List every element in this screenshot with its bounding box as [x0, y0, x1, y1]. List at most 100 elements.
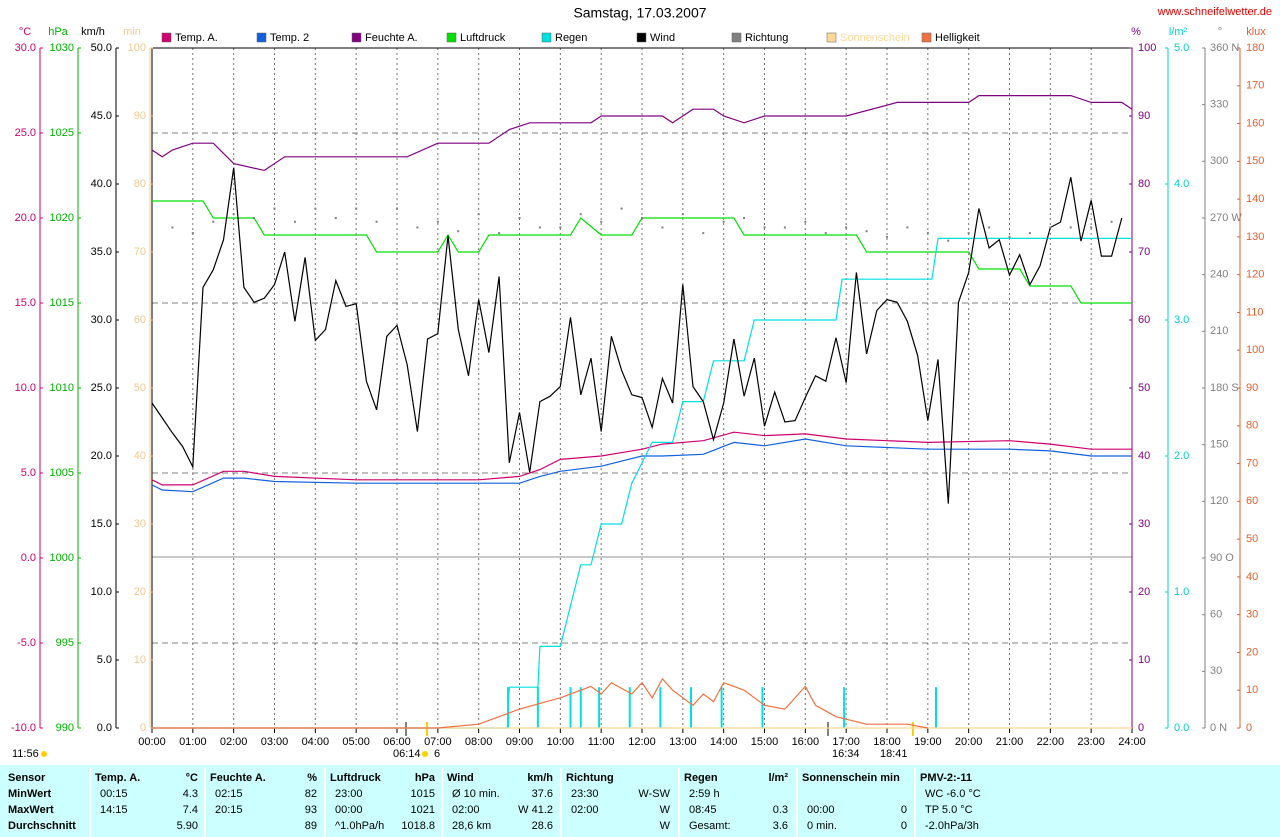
y-tick-label: 0 N [1210, 722, 1227, 734]
direction-dot [518, 217, 521, 219]
y-tick-label: 5.0 [1174, 42, 1189, 54]
table-cell: 02:00 [452, 804, 480, 816]
annotation: 06:14 [393, 748, 421, 760]
y-tick-label: 100 [1138, 42, 1156, 54]
y-tick-label: 10.0 [91, 586, 112, 598]
y-tick-label: 130 [1246, 231, 1264, 243]
direction-dot [824, 232, 827, 235]
table-cell: 37.6 [532, 788, 553, 800]
y-tick-label: 60 [134, 314, 146, 326]
rain-bar [659, 687, 662, 728]
y-tick-label: 15.0 [15, 297, 36, 309]
x-tick-label: 13:00 [669, 736, 697, 748]
rain-bar [935, 687, 937, 728]
y-tick-label: 0.0 [21, 552, 36, 564]
direction-dot [641, 217, 643, 219]
y-tick-label: 1030 [50, 42, 74, 54]
legend-swatch [446, 32, 457, 43]
rain-bar [720, 687, 723, 728]
table-cell: W [660, 820, 671, 832]
y-tick-label: -10.0 [11, 722, 36, 734]
rain-bar [598, 687, 601, 728]
x-tick-label: 14:00 [710, 736, 738, 748]
x-tick-label: 15:00 [751, 736, 779, 748]
series-line [152, 677, 928, 729]
y-tick-label: 70 [1246, 457, 1258, 469]
legend-swatch [921, 32, 932, 43]
y-tick-label: 50 [134, 382, 146, 394]
y-tick-label: 110 [1246, 306, 1264, 318]
rain-bar [569, 687, 572, 728]
direction-dot [191, 232, 194, 235]
y-tick-label: 25.0 [15, 127, 36, 139]
x-tick-label: 20:00 [955, 736, 983, 748]
rain-bar [579, 687, 582, 728]
annotation: 18:41 [880, 748, 908, 760]
x-tick-label: 22:00 [1037, 736, 1065, 748]
y-tick-label: 20.0 [91, 450, 112, 462]
direction-dot [355, 207, 358, 210]
direction-dot [375, 220, 378, 223]
direction-dot [436, 220, 439, 223]
sun-icon [422, 751, 428, 757]
table-cell: 28,6 km [452, 820, 491, 832]
y-tick-label: 5.0 [21, 467, 36, 479]
table-cell: 14:15 [100, 804, 128, 816]
table-unit: % [307, 772, 317, 784]
direction-dot [763, 226, 766, 229]
direction-dot [477, 213, 480, 216]
y-axis-title: hPa [48, 26, 68, 38]
legend-label: Wind [650, 32, 675, 44]
table-cell: 02:00 [571, 804, 599, 816]
y-tick-label: 50 [1138, 382, 1150, 394]
table-header: Temp. A. [95, 772, 140, 784]
table-header: PMV-2:-11 [920, 772, 972, 784]
x-tick-label: 08:00 [465, 736, 493, 748]
legend-label: Temp. A. [175, 32, 218, 44]
y-axis-title: l/m² [1169, 26, 1188, 38]
y-tick-label: 90 [1138, 110, 1150, 122]
y-tick-label: 70 [134, 246, 146, 258]
table-cell: 23:30 [571, 788, 599, 800]
y-tick-label: 30 [1246, 609, 1258, 621]
direction-dot [620, 207, 623, 210]
table-cell: 00:15 [100, 788, 128, 800]
y-tick-label: 80 [1246, 420, 1258, 432]
y-axis-title: km/h [81, 26, 105, 38]
table-cell: -2.0hPa/3h [925, 820, 979, 832]
annotation: 6 [434, 748, 440, 760]
series-line [151, 95, 1133, 172]
table-cell: W [660, 804, 671, 816]
table-unit: hPa [415, 772, 436, 784]
table-cell: 82 [305, 788, 317, 800]
y-tick-label: 10.0 [15, 382, 36, 394]
x-tick-label: 12:00 [628, 736, 656, 748]
direction-dot [579, 213, 582, 216]
table-unit: km/h [527, 772, 553, 784]
y-tick-label: 360 N [1210, 42, 1239, 54]
table-cell: Gesamt: [689, 820, 731, 832]
y-tick-label: 30 [1138, 518, 1150, 530]
table-header: Sonnenschein min [802, 772, 900, 784]
y-tick-label: 100 [1246, 344, 1264, 356]
series-line [152, 200, 1132, 304]
x-tick-label: 19:00 [914, 736, 942, 748]
y-tick-label: 5.0 [97, 654, 112, 666]
direction-dot [253, 217, 256, 219]
y-tick-label: 40 [1246, 571, 1258, 583]
row-label: MinWert [8, 788, 52, 800]
y-axis-title: ° [1218, 26, 1222, 38]
y-tick-label: 100 [128, 42, 146, 54]
y-tick-label: 40.0 [91, 178, 112, 190]
y-tick-label: 35.0 [91, 246, 112, 258]
direction-dot [171, 226, 174, 229]
direction-dot [926, 232, 929, 235]
y-tick-label: 240 [1210, 269, 1228, 281]
direction-dot [212, 220, 215, 223]
table-cell: 0 [901, 820, 907, 832]
y-tick-label: 150 [1246, 155, 1264, 167]
table-cell: 20:15 [215, 804, 243, 816]
y-axis-title: min [123, 26, 141, 38]
x-tick-label: 03:00 [261, 736, 289, 748]
y-tick-label: 1.0 [1174, 586, 1189, 598]
